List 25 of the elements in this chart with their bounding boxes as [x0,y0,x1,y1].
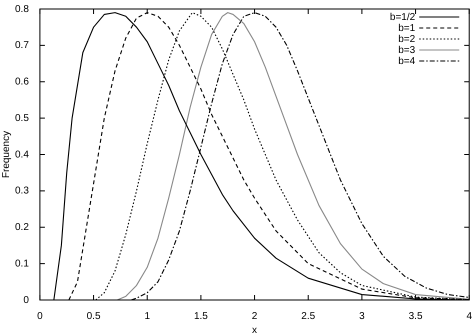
y-tick-label: 0.1 [14,258,30,270]
y-tick-label: 0.5 [14,112,30,124]
legend-label: b=1/2 [390,12,416,23]
legend-label: b=2 [398,34,416,45]
y-tick-label: 0.3 [14,186,30,197]
y-axis-title: Frequency [0,130,12,178]
x-tick-label: 2 [252,310,258,322]
x-tick-label: 0 [37,310,44,322]
y-tick-label: 0.8 [14,4,30,15]
x-tick-label: 3 [359,310,366,322]
legend-label: b=3 [398,44,416,56]
y-tick-label: 0.2 [14,222,30,233]
x-tick-label: 4 [466,310,472,322]
legend-label: b=1 [398,22,416,34]
legend-label: b=4 [398,56,416,67]
x-axis-title: x [252,324,258,336]
x-tick-label: 1 [144,310,150,322]
x-tick-label: 1.5 [194,310,208,322]
x-tick-label: 3.5 [408,310,423,322]
y-tick-label: 0.6 [14,76,30,88]
y-tick-label: 0.7 [14,40,30,52]
y-tick-label: 0.4 [14,149,30,160]
y-tick-label: 0 [23,294,30,306]
x-tick-label: 0.5 [86,310,101,322]
x-tick-label: 2.5 [301,310,316,322]
